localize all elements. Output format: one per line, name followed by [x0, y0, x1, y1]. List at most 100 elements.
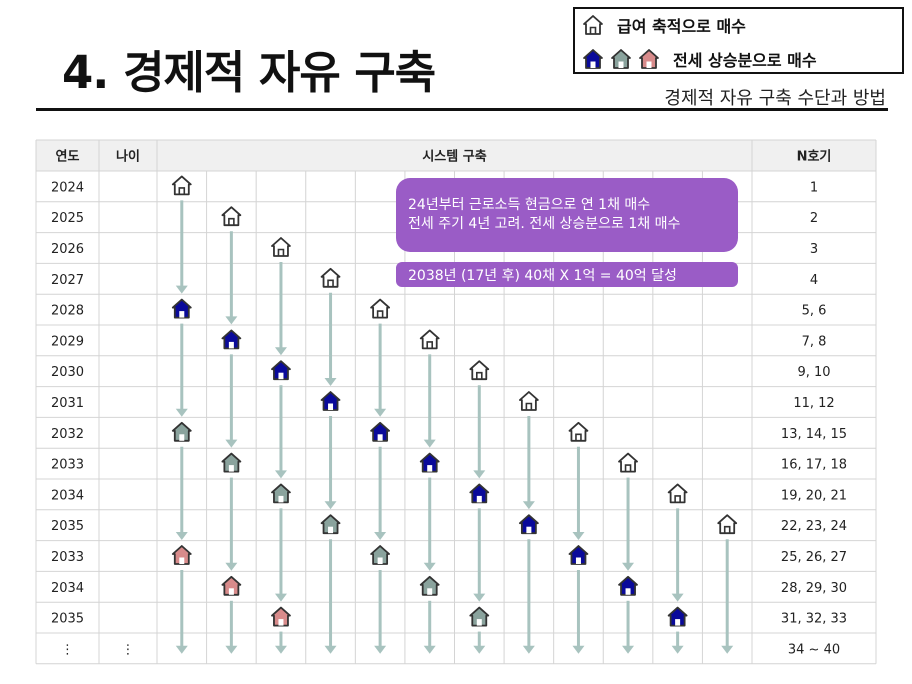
cell-year: 2035 — [51, 612, 84, 627]
arrow-head — [175, 285, 188, 294]
arrow-head — [225, 316, 238, 325]
house-pink-icon — [639, 49, 659, 69]
title-underline — [36, 108, 888, 111]
cell-n: 22, 23, 24 — [781, 519, 847, 534]
house-gray-icon — [271, 483, 291, 504]
callout-line-1: 24년부터 근로소득 현금으로 연 1채 매수 — [408, 197, 651, 213]
cell-year: 2035 — [51, 519, 84, 534]
house-navy-icon — [320, 391, 341, 411]
cell-year: 2029 — [51, 334, 84, 349]
house-outline-icon — [583, 15, 603, 35]
arrow-head — [721, 645, 734, 654]
arrow-head — [473, 645, 486, 654]
arrow-head — [324, 501, 337, 510]
cell-n: 28, 29, 30 — [781, 581, 847, 596]
arrow-head — [572, 532, 585, 540]
arrow-head — [522, 501, 535, 510]
arrow-head — [622, 562, 635, 571]
arrow-head — [423, 439, 436, 448]
house-navy-icon — [370, 421, 391, 442]
cell-year: ⋮ — [61, 642, 74, 657]
house-navy-icon — [568, 545, 589, 565]
house-outline-icon — [171, 175, 192, 196]
house-outline-icon — [370, 298, 391, 319]
legend-row-salary: 급여 축적으로 매수 — [581, 13, 746, 37]
cell-year: 2031 — [51, 396, 84, 411]
cell-year: 2024 — [51, 180, 84, 195]
house-gray-icon — [611, 49, 631, 69]
page-subtitle: 경제적 자유 구축 수단과 방법 — [664, 88, 886, 109]
arrow-head — [374, 408, 387, 417]
cell-age: ⋮ — [122, 642, 135, 657]
arrow-head — [522, 645, 535, 654]
cell-year: 2033 — [51, 550, 84, 565]
arrow-head — [274, 347, 287, 356]
arrow-head — [225, 645, 238, 654]
cell-n: 25, 26, 27 — [781, 550, 847, 565]
house-outline-icon — [469, 360, 490, 381]
house-pink-icon — [171, 545, 192, 565]
house-gray-icon — [221, 452, 242, 473]
cell-n: 9, 10 — [797, 365, 830, 380]
house-navy-icon — [667, 606, 688, 627]
arrow-head — [374, 532, 387, 540]
house-gray-icon — [320, 514, 341, 535]
house-gray-icon — [469, 606, 490, 627]
callout-line-2: 전세 주기 4년 고려. 전세 상승분으로 1채 매수 — [408, 216, 681, 232]
arrow-head — [671, 593, 684, 602]
house-navy-icon — [221, 329, 242, 350]
arrow-head — [225, 439, 238, 448]
cell-n: 11, 12 — [793, 396, 834, 411]
header-year: 연도 — [56, 150, 80, 165]
arrow-head — [225, 562, 238, 571]
page-title: 4. 경제적 자유 구축 — [62, 46, 436, 99]
arrow-head — [473, 470, 486, 479]
house-gray-icon — [171, 421, 192, 442]
legend-label-jeonse: 전세 상승분으로 매수 — [673, 51, 817, 70]
cell-n: 19, 20, 21 — [781, 488, 847, 503]
callout-plan: 24년부터 근로소득 현금으로 연 1채 매수 전세 주기 4년 고려. 전세 … — [396, 178, 738, 252]
cell-year: 2033 — [51, 458, 84, 473]
callout-goal: 2038년 (17년 후) 40채 X 1억 = 40억 달성 — [396, 262, 738, 287]
cell-n: 1 — [810, 180, 818, 195]
house-navy-icon — [271, 360, 291, 381]
arrow-head — [274, 470, 287, 479]
house-outline-icon — [221, 206, 242, 227]
cell-year: 2034 — [51, 488, 84, 503]
arrow-head — [324, 378, 337, 386]
house-outline-icon — [419, 329, 440, 350]
header-system: 시스템 구축 — [422, 149, 486, 165]
legend: 급여 축적으로 매수 전세 상승분으로 매수 — [573, 7, 904, 74]
cell-year: 2032 — [51, 427, 84, 442]
house-gray-icon — [370, 545, 391, 565]
legend-row-jeonse: 전세 상승분으로 매수 — [581, 47, 817, 71]
house-outline-icon — [320, 267, 341, 288]
arrow-head — [324, 645, 337, 654]
arrow-head — [374, 645, 387, 654]
house-outline-icon — [568, 421, 589, 442]
arrow-head — [175, 408, 188, 417]
legend-label-salary: 급여 축적으로 매수 — [617, 17, 746, 36]
house-outline-icon — [271, 237, 291, 257]
cell-n: 5, 6 — [802, 304, 827, 319]
house-pink-icon — [221, 575, 242, 596]
house-gray-icon — [419, 575, 440, 596]
house-navy-icon — [583, 49, 603, 69]
header-n: N호기 — [797, 150, 832, 165]
cell-year: 2025 — [51, 211, 84, 226]
arrow-head — [572, 645, 585, 654]
cell-year: 2026 — [51, 242, 84, 257]
cell-n: 16, 17, 18 — [781, 458, 847, 473]
cell-n: 2 — [810, 211, 818, 226]
cell-year: 2028 — [51, 304, 84, 319]
house-navy-icon — [618, 575, 638, 596]
arrow-head — [622, 645, 635, 654]
house-outline-icon — [518, 391, 539, 411]
cell-n: 3 — [810, 242, 818, 257]
arrow-head — [274, 593, 287, 602]
cell-year: 2034 — [51, 581, 84, 596]
cell-n: 31, 32, 33 — [781, 612, 847, 627]
arrow-head — [671, 645, 684, 654]
arrow-head — [423, 645, 436, 654]
